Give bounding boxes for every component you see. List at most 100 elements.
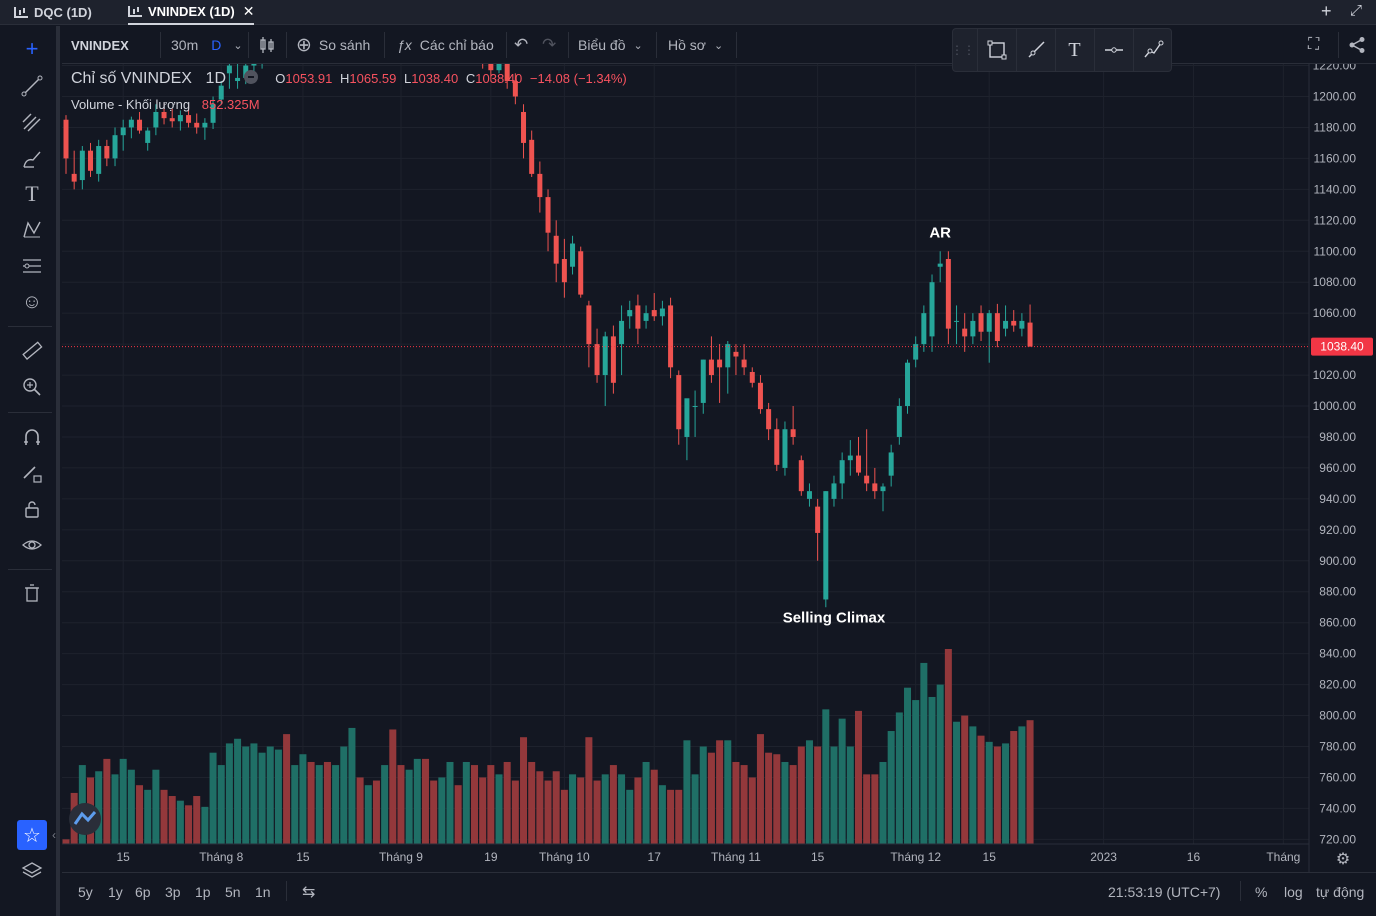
close-icon[interactable]: ✕ xyxy=(242,3,255,19)
volume-bar xyxy=(462,761,470,844)
range-5y[interactable]: 5y xyxy=(78,884,93,900)
trash-icon[interactable] xyxy=(14,578,50,608)
y-tick-label: 1180.00 xyxy=(1314,120,1357,134)
chart-type-menu[interactable]: Biểu đồ ⌄ xyxy=(578,26,643,64)
volume-bar xyxy=(691,774,699,844)
redo-icon[interactable]: ↷ xyxy=(542,35,557,54)
volume-bar xyxy=(152,769,160,844)
chart-type-label: Biểu đồ xyxy=(578,37,626,53)
x-tick-label: 15 xyxy=(296,850,310,864)
goto-date-icon[interactable]: ⇆ xyxy=(302,884,316,901)
candle-body xyxy=(978,313,984,332)
volume-bar xyxy=(258,752,266,844)
text-icon[interactable]: T xyxy=(1055,29,1093,71)
fib-icon[interactable] xyxy=(14,108,50,138)
crosshair-icon[interactable]: + xyxy=(25,36,39,61)
pattern-icon[interactable] xyxy=(14,215,50,245)
magnet-icon[interactable] xyxy=(14,422,50,452)
volume-bar xyxy=(495,774,503,844)
function-icon: ƒx xyxy=(397,37,412,53)
time-axis[interactable]: 15 Tháng 8 15 Tháng 9 19 Tháng 10 17 Tháng 11 15… xyxy=(117,850,1301,864)
range-1p[interactable]: 1p xyxy=(195,884,211,900)
clock-time[interactable]: 21:53:19 (UTC+7) xyxy=(1108,884,1221,900)
eye-icon[interactable] xyxy=(14,530,50,560)
volume-bar xyxy=(250,743,258,844)
volume-bar xyxy=(748,777,756,844)
svg-text:1038.40: 1038.40 xyxy=(1320,340,1364,354)
y-tick-label: 760.00 xyxy=(1319,770,1356,784)
y-tick-label: 940.00 xyxy=(1319,492,1356,506)
price-axis[interactable]: 1220.00 1200.00 1180.00 1160.00 1140.00 1120.… xyxy=(1313,64,1357,846)
ruler-icon[interactable] xyxy=(14,336,50,366)
volume-bar xyxy=(479,777,487,844)
candle-body xyxy=(63,119,69,159)
chevron-down-icon: ⌄ xyxy=(233,39,243,52)
profile-menu[interactable]: Hồ sơ ⌄ xyxy=(668,26,723,64)
tradingview-logo xyxy=(69,803,101,835)
auto-toggle[interactable]: tự động xyxy=(1316,884,1365,900)
volume-bar xyxy=(585,737,593,844)
range-1y[interactable]: 1y xyxy=(108,884,123,900)
range-6p[interactable]: 6p xyxy=(135,884,151,900)
pencil-lock-icon[interactable] xyxy=(14,458,50,488)
add-tab-icon[interactable]: + xyxy=(1321,1,1332,21)
volume-bar xyxy=(830,746,838,844)
candle-body xyxy=(913,344,919,360)
zoom-in-icon[interactable] xyxy=(14,372,50,402)
path-icon[interactable] xyxy=(1133,29,1171,71)
volume-bar xyxy=(577,777,585,844)
chart-legend: Chỉ số VNINDEX 1D O1053.91 H1065.59 L103… xyxy=(71,70,627,88)
profile-label: Hồ sơ xyxy=(668,37,706,53)
share-icon[interactable] xyxy=(1348,26,1366,64)
smiley-icon[interactable]: ☺ xyxy=(21,290,43,313)
range-1n[interactable]: 1n xyxy=(255,884,271,900)
ray-icon[interactable] xyxy=(1016,29,1054,71)
volume-bar xyxy=(944,649,952,844)
forecast-icon[interactable] xyxy=(14,251,50,281)
candle-body xyxy=(128,119,134,128)
symbol-search[interactable]: VNINDEX xyxy=(71,37,129,53)
annotation-label[interactable]: Selling Climax xyxy=(783,610,886,627)
annotation-label[interactable]: AR xyxy=(929,224,951,241)
drag-handle-icon[interactable]: ⋮⋮ xyxy=(951,43,975,57)
volume-bar xyxy=(1026,720,1034,844)
candle-body xyxy=(488,64,494,71)
volume-bar xyxy=(593,780,601,844)
tab-vnindex[interactable]: VNINDEX (1D) ✕ xyxy=(128,0,255,25)
trend-line-icon[interactable] xyxy=(14,71,50,101)
range-5n[interactable]: 5n xyxy=(225,884,241,900)
volume-label[interactable]: Volume - Khối lượng xyxy=(71,97,191,112)
horizontal-line-icon[interactable] xyxy=(1094,29,1132,71)
layers-icon[interactable] xyxy=(14,856,50,886)
lock-icon[interactable] xyxy=(14,494,50,524)
indicators-button[interactable]: ƒx Các chỉ báo xyxy=(397,26,494,64)
percent-toggle[interactable]: % xyxy=(1255,884,1268,900)
fullscreen-icon[interactable]: ⤢ xyxy=(1350,2,1363,19)
fullscreen-icon[interactable]: ⛶ xyxy=(1308,36,1320,53)
candle-body xyxy=(153,111,159,128)
text-tool-icon[interactable]: T xyxy=(25,181,39,206)
brush-icon[interactable] xyxy=(14,144,50,174)
star-icon[interactable]: ☆ xyxy=(17,820,47,850)
hide-icon[interactable] xyxy=(243,70,258,84)
volume-bar xyxy=(421,758,429,844)
candle-body xyxy=(774,429,780,465)
price-chart[interactable]: AR Selling Climax 1220.00 1200.00 1180.00 11… xyxy=(62,64,1376,872)
volume-bar xyxy=(724,740,732,844)
y-tick-label: 900.00 xyxy=(1319,554,1356,568)
y-tick-label: 1140.00 xyxy=(1314,182,1357,196)
y-tick-label: 1080.00 xyxy=(1313,275,1357,289)
undo-icon[interactable]: ↶ xyxy=(514,35,529,54)
legend-symbol-name[interactable]: Chỉ số VNINDEX xyxy=(71,70,192,87)
compare-button[interactable]: ⊕ So sánh xyxy=(296,26,370,64)
interval-select[interactable]: 30m D ⌄ xyxy=(171,26,243,64)
tab-dqc[interactable]: DQC (1D) xyxy=(14,0,92,25)
candles-icon[interactable] xyxy=(259,26,275,64)
range-3p[interactable]: 3p xyxy=(165,884,181,900)
collapse-chevron-icon[interactable]: ‹ xyxy=(52,828,56,842)
candle-body xyxy=(1019,320,1025,329)
settings-gear-icon[interactable]: ⚙ xyxy=(1336,851,1350,868)
rectangle-icon[interactable] xyxy=(977,29,1015,71)
log-toggle[interactable]: log xyxy=(1284,884,1303,900)
volume-bars xyxy=(62,649,1034,844)
